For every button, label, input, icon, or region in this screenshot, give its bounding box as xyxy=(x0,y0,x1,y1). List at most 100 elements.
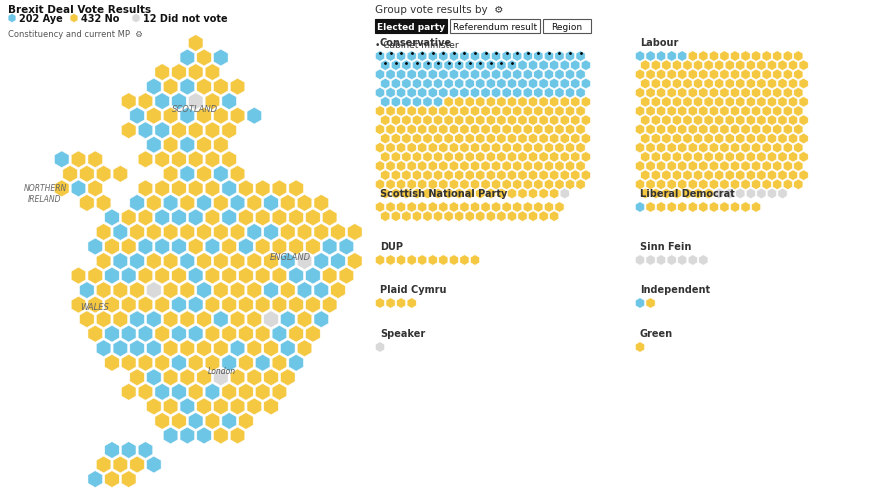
Polygon shape xyxy=(272,297,287,314)
Polygon shape xyxy=(423,134,432,144)
Polygon shape xyxy=(772,143,781,154)
Polygon shape xyxy=(555,88,564,99)
Polygon shape xyxy=(180,253,195,270)
Polygon shape xyxy=(196,166,212,183)
Polygon shape xyxy=(121,268,136,285)
Polygon shape xyxy=(455,79,463,90)
Polygon shape xyxy=(455,211,463,222)
Polygon shape xyxy=(714,170,723,181)
Polygon shape xyxy=(188,123,203,139)
Polygon shape xyxy=(529,61,538,71)
Polygon shape xyxy=(449,161,458,172)
Polygon shape xyxy=(762,125,772,135)
Polygon shape xyxy=(678,202,687,213)
Polygon shape xyxy=(407,52,416,62)
Polygon shape xyxy=(438,143,448,154)
Polygon shape xyxy=(121,326,136,343)
Polygon shape xyxy=(698,161,708,172)
Polygon shape xyxy=(444,170,454,181)
Polygon shape xyxy=(238,297,254,314)
Polygon shape xyxy=(104,442,120,458)
Polygon shape xyxy=(549,97,559,108)
Polygon shape xyxy=(413,170,421,181)
Polygon shape xyxy=(581,152,590,163)
Polygon shape xyxy=(741,52,750,62)
Text: NORTHERN
IRELAND: NORTHERN IRELAND xyxy=(23,184,67,203)
Polygon shape xyxy=(741,107,750,117)
Polygon shape xyxy=(576,161,585,172)
Polygon shape xyxy=(789,152,797,163)
Polygon shape xyxy=(778,134,787,144)
Polygon shape xyxy=(534,143,543,154)
Polygon shape xyxy=(205,94,220,110)
Text: Labour: Labour xyxy=(640,38,679,48)
Polygon shape xyxy=(545,202,554,213)
Polygon shape xyxy=(205,180,220,197)
Polygon shape xyxy=(402,152,411,163)
Polygon shape xyxy=(88,326,103,343)
Polygon shape xyxy=(636,70,645,81)
Polygon shape xyxy=(221,152,237,168)
Polygon shape xyxy=(539,97,548,108)
Polygon shape xyxy=(783,125,792,135)
Polygon shape xyxy=(180,108,195,125)
Polygon shape xyxy=(507,189,516,199)
Text: Liberal Democrat: Liberal Democrat xyxy=(640,188,735,198)
Polygon shape xyxy=(513,143,522,154)
Polygon shape xyxy=(230,108,245,125)
Polygon shape xyxy=(146,398,161,415)
Polygon shape xyxy=(651,61,661,71)
Polygon shape xyxy=(662,61,671,71)
Polygon shape xyxy=(704,170,714,181)
Polygon shape xyxy=(396,161,405,172)
Polygon shape xyxy=(196,224,212,241)
Polygon shape xyxy=(772,70,781,81)
Polygon shape xyxy=(662,189,671,199)
Polygon shape xyxy=(455,189,463,199)
Polygon shape xyxy=(689,125,697,135)
Polygon shape xyxy=(305,326,321,343)
Polygon shape xyxy=(471,255,480,266)
Polygon shape xyxy=(646,298,655,309)
Polygon shape xyxy=(386,180,395,190)
Polygon shape xyxy=(297,340,312,357)
Polygon shape xyxy=(396,143,405,154)
Polygon shape xyxy=(88,268,103,285)
Polygon shape xyxy=(280,224,295,241)
Polygon shape xyxy=(481,202,490,213)
Polygon shape xyxy=(789,97,797,108)
FancyBboxPatch shape xyxy=(543,20,591,34)
Polygon shape xyxy=(698,125,708,135)
Polygon shape xyxy=(783,180,792,190)
Polygon shape xyxy=(767,97,777,108)
Polygon shape xyxy=(689,161,697,172)
Polygon shape xyxy=(322,209,337,226)
Polygon shape xyxy=(476,116,485,126)
Polygon shape xyxy=(778,152,787,163)
Polygon shape xyxy=(476,97,485,108)
Polygon shape xyxy=(689,143,697,154)
Polygon shape xyxy=(428,107,438,117)
Polygon shape xyxy=(747,116,755,126)
Polygon shape xyxy=(752,107,761,117)
Polygon shape xyxy=(288,209,304,226)
Polygon shape xyxy=(756,189,766,199)
Polygon shape xyxy=(180,398,195,415)
Polygon shape xyxy=(238,268,254,285)
Polygon shape xyxy=(720,107,729,117)
Polygon shape xyxy=(196,137,212,154)
Polygon shape xyxy=(339,238,354,256)
Polygon shape xyxy=(471,143,480,154)
Polygon shape xyxy=(263,369,279,386)
Polygon shape xyxy=(471,107,480,117)
Polygon shape xyxy=(656,202,665,213)
Polygon shape xyxy=(433,97,443,108)
Polygon shape xyxy=(196,50,212,67)
Polygon shape xyxy=(678,180,687,190)
Polygon shape xyxy=(213,398,228,415)
Polygon shape xyxy=(263,398,279,415)
Polygon shape xyxy=(196,79,212,96)
Polygon shape xyxy=(560,97,570,108)
Polygon shape xyxy=(314,282,329,299)
Polygon shape xyxy=(196,427,212,444)
